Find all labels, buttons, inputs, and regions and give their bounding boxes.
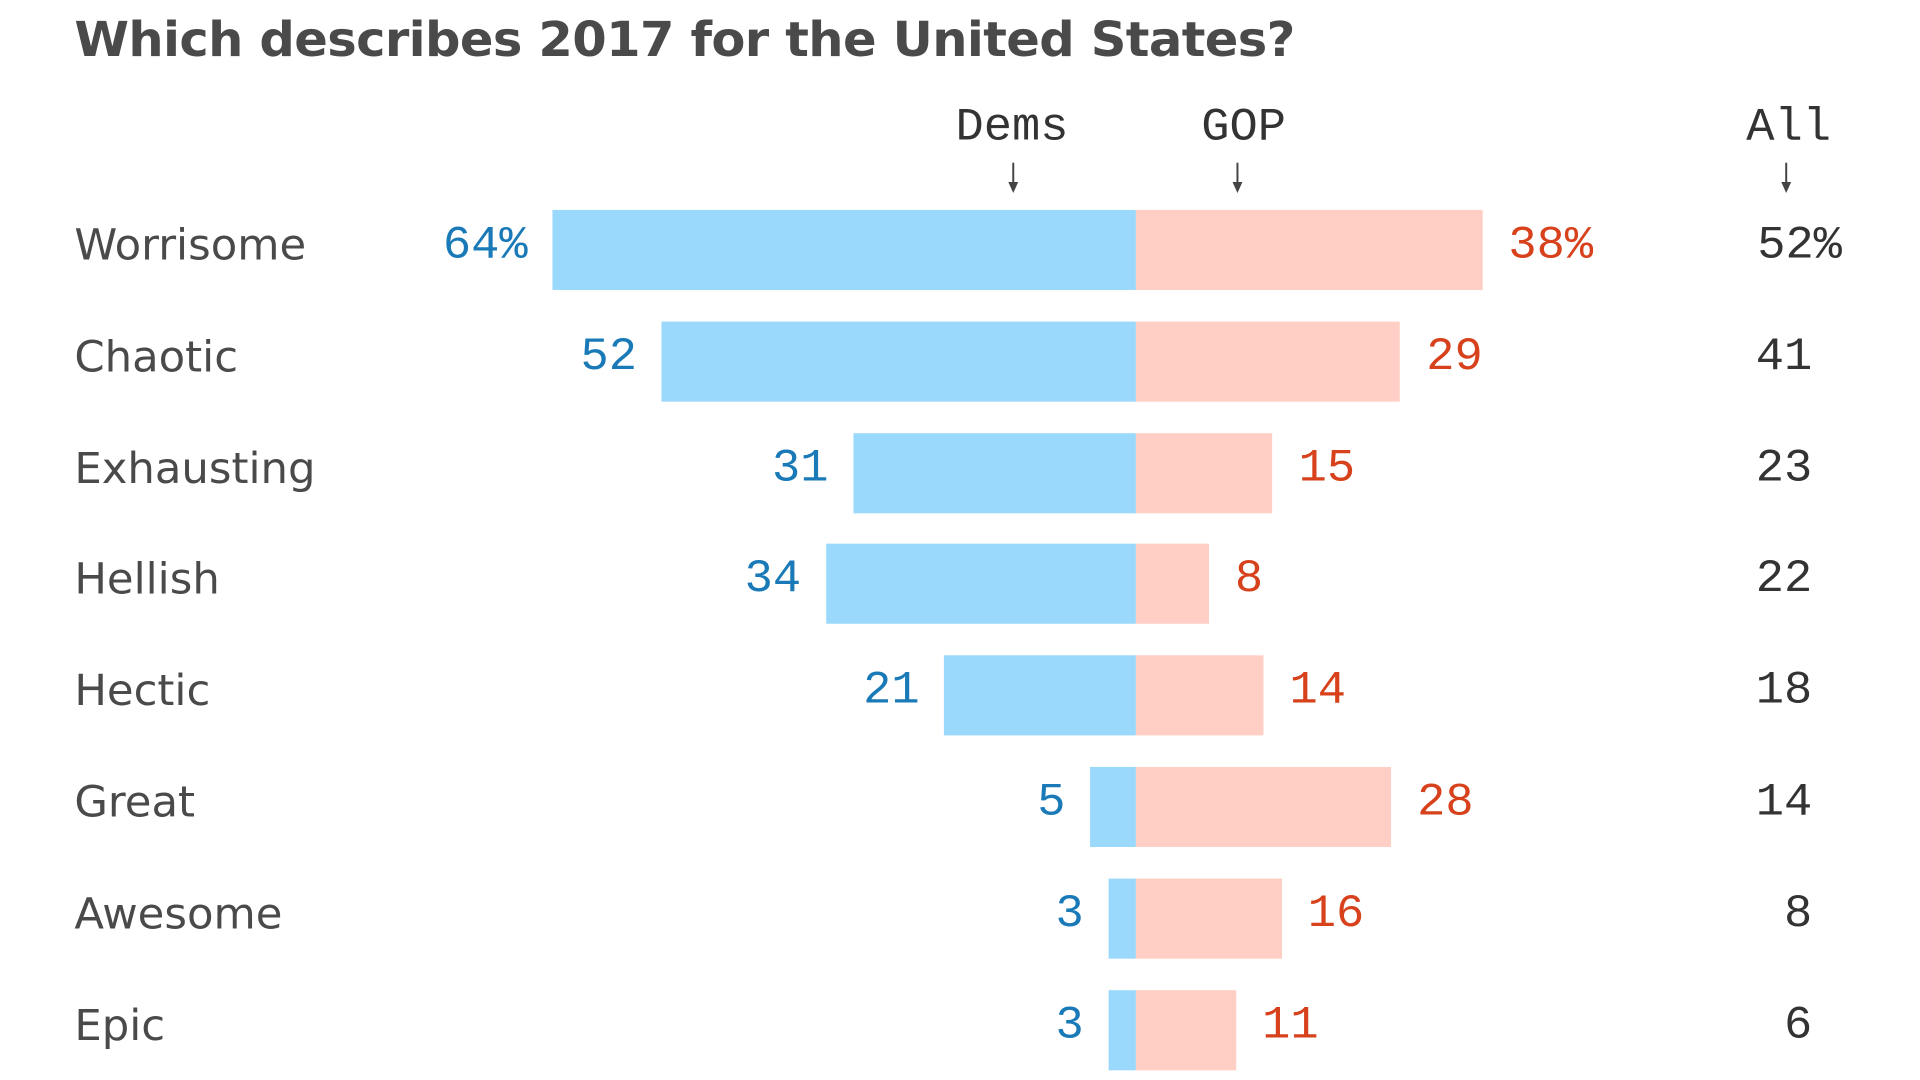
value-label-gop-hectic: 14 [1289, 665, 1347, 718]
category-label-hellish: Hellish [74, 556, 220, 605]
value-label-gop-chaotic: 29 [1426, 331, 1483, 384]
bar-dems-exhausting [853, 432, 1136, 513]
value-label-gop-worrisome: 38% [1508, 219, 1594, 272]
value-label-all-worrisome: 52% [1757, 219, 1842, 272]
category-label-hectic: Hectic [74, 667, 211, 717]
value-label-dems-awesome: 3 [1055, 888, 1084, 941]
down-arrow-icon-all [1781, 162, 1792, 193]
value-label-all-great: 14 [1755, 776, 1813, 829]
bar-dems-worrisome [552, 209, 1136, 291]
value-label-gop-awesome: 16 [1307, 888, 1365, 941]
value-label-all-hectic: 18 [1755, 665, 1813, 718]
value-label-gop-great: 28 [1417, 776, 1474, 829]
bar-gop-exhausting [1135, 432, 1273, 513]
value-label-dems-great: 5 [1037, 776, 1066, 829]
column-header-dems: Dems [955, 101, 1069, 155]
column-header-all: All [1746, 101, 1832, 155]
value-label-all-hellish: 22 [1755, 553, 1813, 607]
value-label-all-epic: 6 [1783, 999, 1813, 1052]
bar-gop-awesome [1135, 878, 1282, 959]
value-label-gop-epic: 11 [1262, 999, 1319, 1052]
value-label-all-exhausting: 23 [1755, 442, 1813, 495]
value-label-gop-exhausting: 15 [1298, 442, 1356, 495]
category-label-epic: Epic [74, 1001, 166, 1051]
bar-dems-epic [1108, 989, 1136, 1070]
value-label-all-awesome: 8 [1783, 888, 1813, 941]
down-arrow-icon-dems [1008, 162, 1019, 193]
column-header-gop: GOP [1201, 101, 1287, 155]
bar-dems-awesome [1108, 878, 1136, 959]
value-label-dems-epic: 3 [1055, 999, 1084, 1052]
bar-gop-worrisome [1135, 209, 1483, 291]
value-label-dems-exhausting: 31 [772, 442, 829, 495]
category-label-worrisome: Worrisome [74, 222, 307, 271]
bar-gop-great [1135, 766, 1392, 848]
bar-dems-chaotic [661, 321, 1136, 402]
bar-gop-hectic [1135, 655, 1264, 736]
category-label-great: Great [74, 779, 196, 828]
category-label-awesome: Awesome [74, 890, 283, 940]
value-label-dems-hectic: 21 [863, 665, 920, 718]
value-label-dems-hellish: 34 [744, 553, 802, 607]
value-label-dems-worrisome: 64% [442, 219, 528, 272]
down-arrow-icon-gop [1232, 162, 1243, 193]
bar-gop-hellish [1135, 544, 1209, 625]
value-label-gop-hellish: 8 [1234, 553, 1264, 607]
bar-gop-chaotic [1135, 321, 1401, 402]
category-label-chaotic: Chaotic [74, 333, 239, 383]
chart-title: Which describes 2017 for the United Stat… [74, 12, 1295, 68]
value-label-dems-chaotic: 52 [580, 331, 638, 384]
category-label-exhausting: Exhausting [74, 444, 316, 494]
bar-dems-great [1090, 766, 1136, 848]
bar-dems-hellish [825, 544, 1136, 625]
value-label-all-chaotic: 41 [1755, 331, 1813, 384]
bar-gop-epic [1135, 989, 1237, 1070]
bar-dems-hectic [944, 655, 1136, 736]
